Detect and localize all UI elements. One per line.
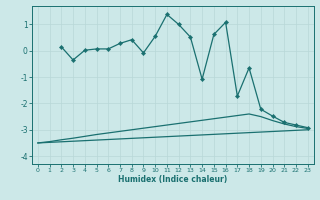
X-axis label: Humidex (Indice chaleur): Humidex (Indice chaleur) [118, 175, 228, 184]
